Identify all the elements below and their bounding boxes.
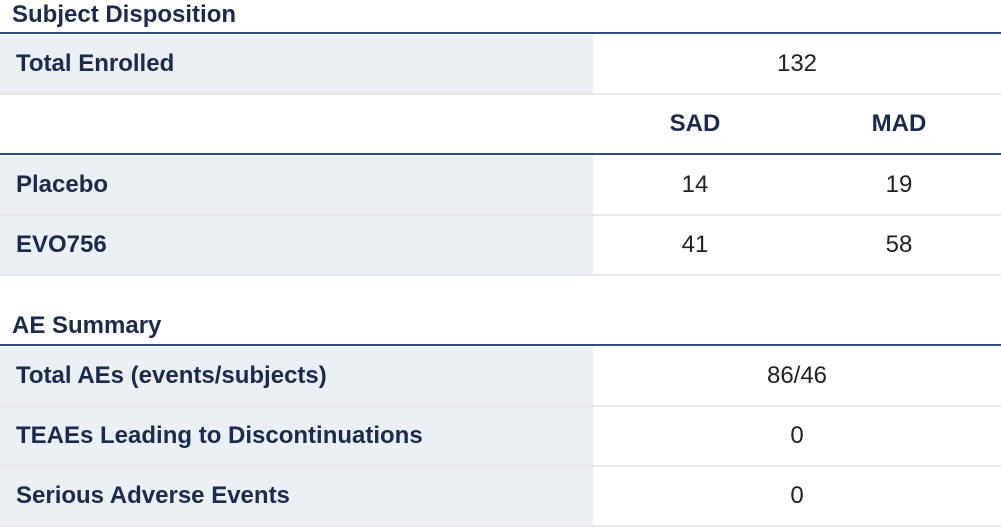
cell-value: 132 — [776, 50, 818, 77]
column-header-sad: SAD — [669, 110, 721, 137]
column-header-mad: MAD — [871, 110, 927, 137]
row-label: Total Enrolled — [0, 35, 593, 93]
divider — [0, 344, 1001, 346]
subject-disposition-title: Subject Disposition — [12, 1, 237, 28]
table-row-placebo: Placebo 14 19 — [0, 156, 1001, 216]
cell-sad: 14 — [681, 171, 709, 198]
table-row-serious-aes: Serious Adverse Events 0 — [0, 467, 1001, 527]
ae-summary-title: AE Summary — [12, 312, 162, 339]
row-label: Serious Adverse Events — [0, 467, 593, 525]
cell-value: 86/46 — [766, 362, 828, 389]
cell-value: 0 — [790, 482, 804, 509]
row-label: Placebo — [0, 156, 593, 214]
divider — [0, 153, 1001, 155]
table-row-evo756: EVO756 41 58 — [0, 216, 1001, 276]
column-header-row: SAD MAD — [0, 95, 1001, 153]
cell-mad: 19 — [885, 171, 913, 198]
cell-mad: 58 — [885, 231, 913, 258]
table-row-total-enrolled: Total Enrolled 132 — [0, 35, 1001, 95]
divider — [0, 32, 1001, 34]
row-label: TEAEs Leading to Discontinuations — [0, 407, 593, 465]
table-row-total-aes: Total AEs (events/subjects) 86/46 — [0, 347, 1001, 407]
row-label: Total AEs (events/subjects) — [0, 347, 593, 405]
header-blank — [0, 95, 593, 153]
row-label: EVO756 — [0, 216, 593, 274]
cell-value: 0 — [790, 422, 804, 449]
table-row-teae-discontinuations: TEAEs Leading to Discontinuations 0 — [0, 407, 1001, 467]
cell-sad: 41 — [681, 231, 709, 258]
